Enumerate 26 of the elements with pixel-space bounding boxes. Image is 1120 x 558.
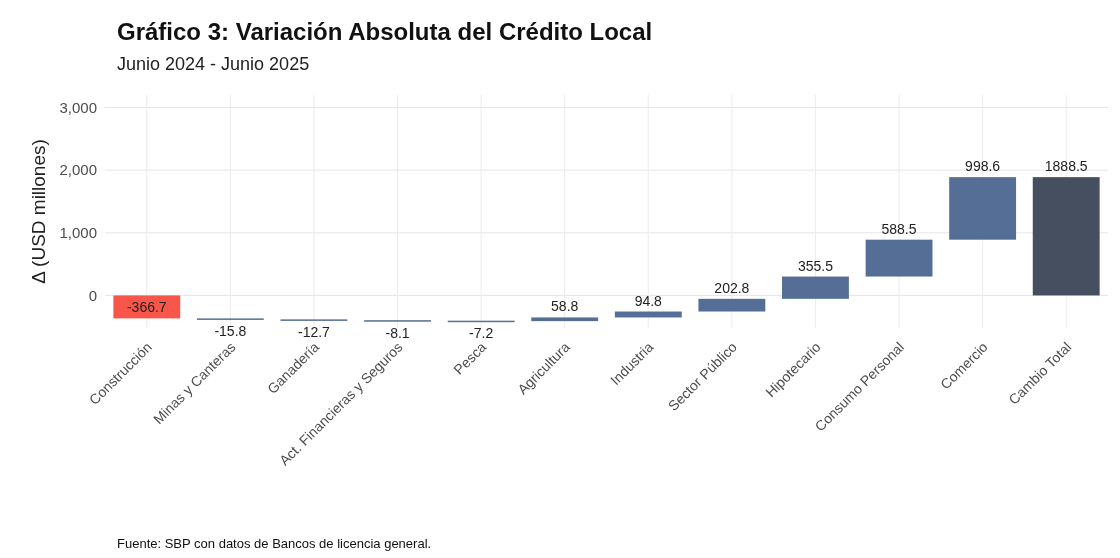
chart-title: Gráfico 3: Variación Absoluta del Crédito Local <box>117 18 653 45</box>
data-label: -366.7 <box>126 298 167 315</box>
data-label: -7.2 <box>469 325 494 342</box>
data-label: 202.8 <box>714 279 750 296</box>
source-note: Fuente: SBP con datos de Bancos de licencia general. <box>117 536 432 551</box>
data-label: -12.7 <box>298 324 331 341</box>
y-axis-title: Δ (USD millones) <box>28 139 49 284</box>
chart-subtitle: Junio 2024 - Junio 2025 <box>117 54 310 74</box>
y-tick-label: 2,000 <box>59 161 97 179</box>
y-tick-label: 3,000 <box>59 98 97 116</box>
data-label: 588.5 <box>881 220 917 237</box>
bar <box>865 239 933 277</box>
data-label: 58.8 <box>551 298 579 315</box>
bar <box>949 177 1017 240</box>
data-label: 998.6 <box>965 158 1001 175</box>
data-label: -8.1 <box>385 324 410 341</box>
bar <box>782 276 849 299</box>
data-label: -15.8 <box>214 323 247 340</box>
bar <box>698 298 766 312</box>
data-label: 355.5 <box>797 257 834 274</box>
bar <box>531 317 599 322</box>
data-label: 1888.5 <box>1044 158 1088 175</box>
data-label: 94.8 <box>634 292 663 309</box>
y-tick-label: 1,000 <box>59 224 97 242</box>
bar <box>1032 177 1100 296</box>
y-tick-label: 0 <box>88 286 97 304</box>
